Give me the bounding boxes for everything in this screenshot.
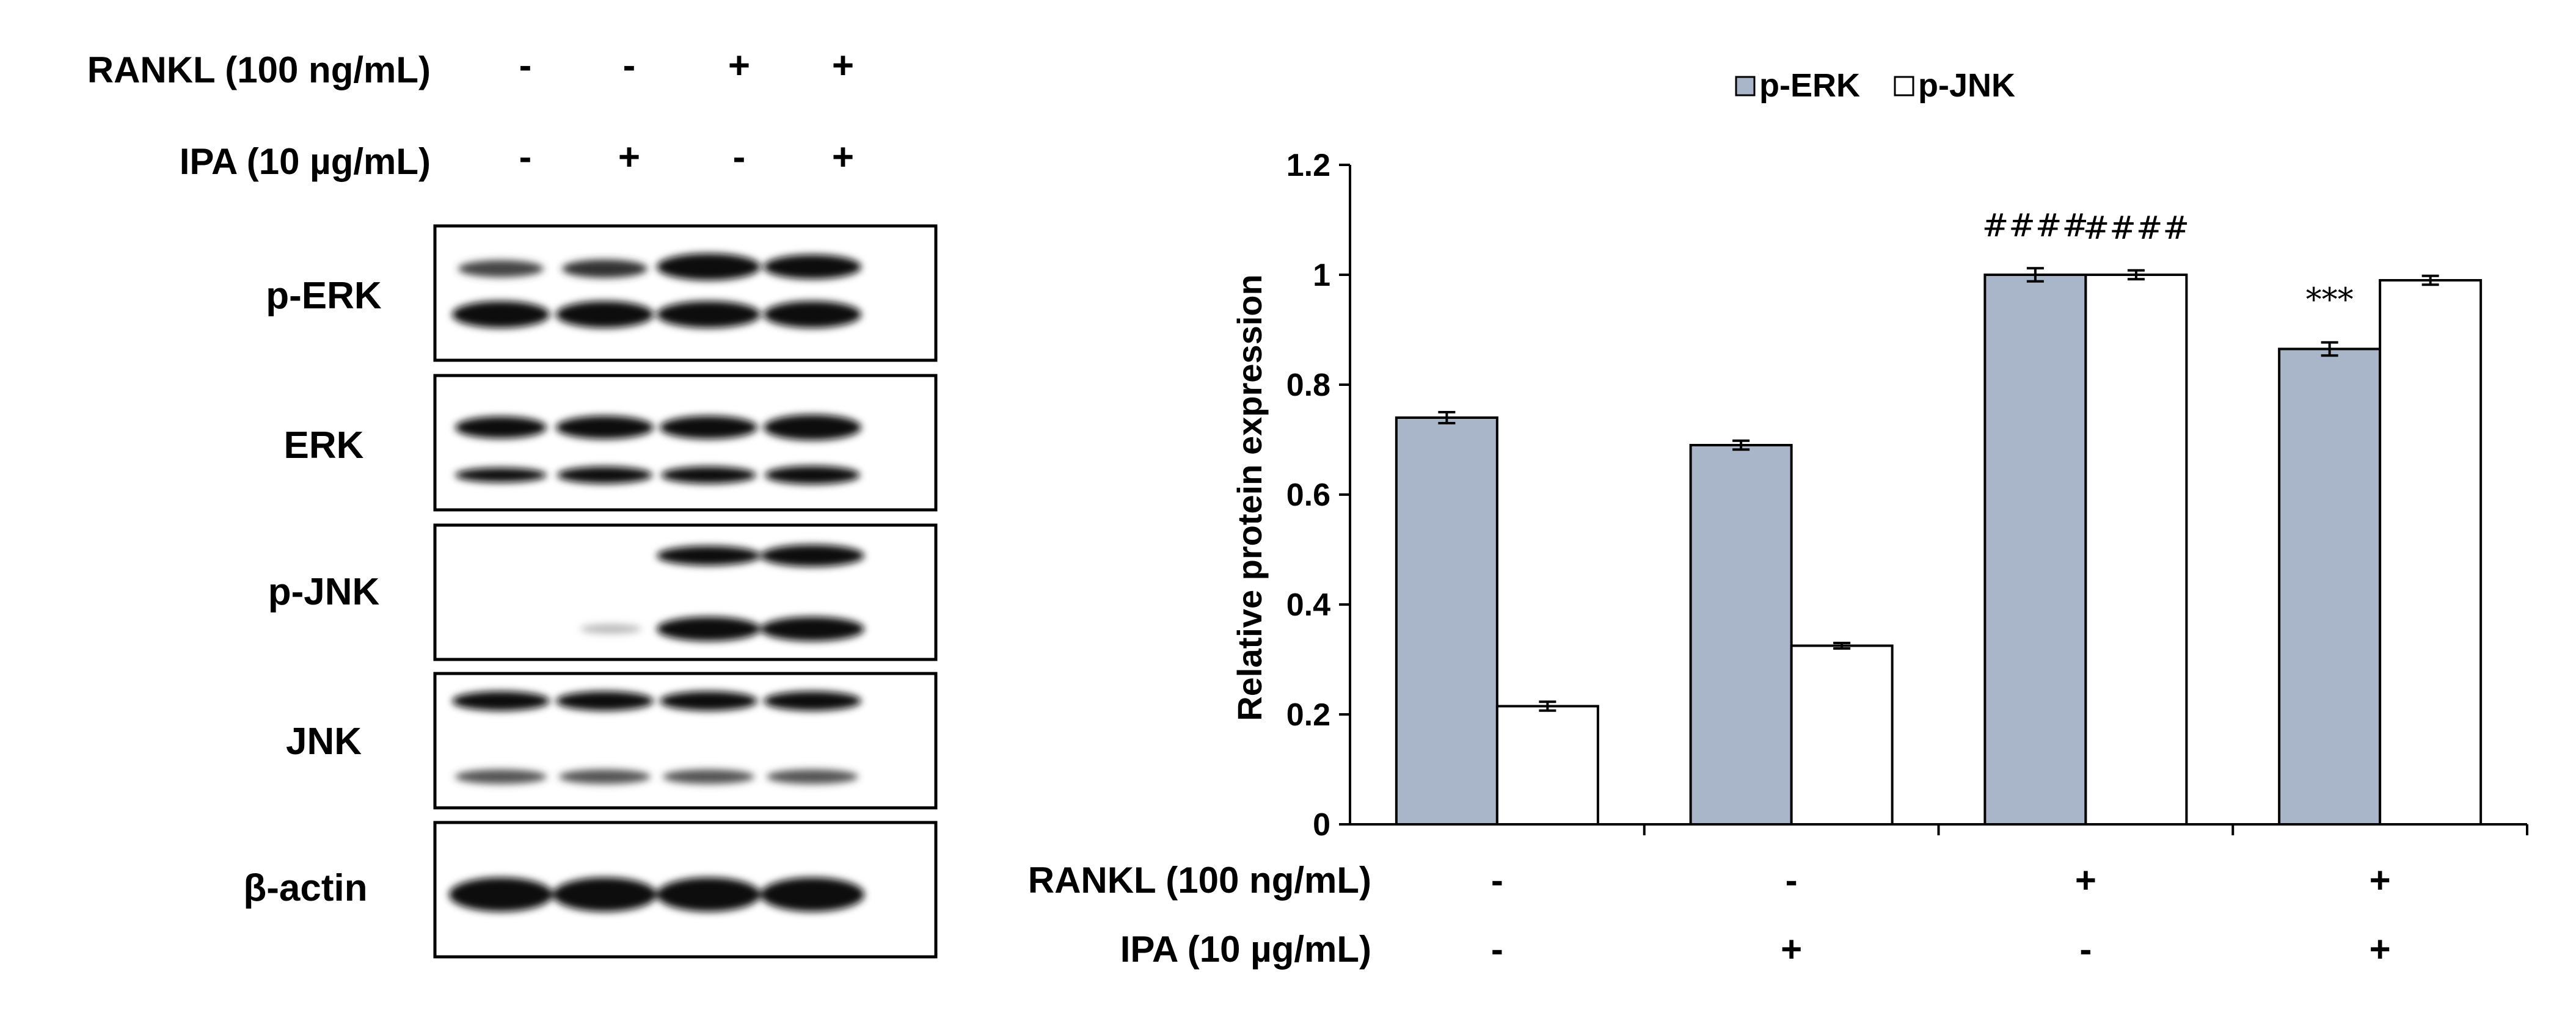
western-blot: RANKL (100 ng/mL) IPA (10 µg/mL) - - + +…	[87, 45, 938, 959]
legend-label-p-erk: p-ERK	[1759, 67, 1860, 104]
blot-image-jnk	[433, 672, 938, 810]
legend-swatch-p-erk	[1735, 76, 1756, 96]
bar-p-jnk	[2379, 279, 2483, 826]
bar-p-erk	[1395, 416, 1498, 826]
bar-p-erk	[1983, 274, 2087, 826]
chart-condition-sign: +	[2370, 929, 2391, 970]
blot-image-erk	[433, 374, 938, 512]
bar-p-erk	[2278, 347, 2382, 826]
significance-annotation: ####	[1982, 208, 2089, 244]
blot-panel-label-p-jnk: p-JNK	[268, 571, 380, 613]
error-bar	[2321, 341, 2338, 357]
blot-condition-sign: -	[519, 45, 532, 87]
blot-condition-label-ipa: IPA (10 µg/mL)	[180, 141, 431, 182]
error-bars	[1438, 267, 2439, 712]
blot-condition-sign: +	[618, 136, 640, 178]
significance-annotations: ######## ***	[1982, 208, 2354, 319]
chart-condition-sign: -	[1491, 860, 1503, 901]
legend: p-ERK p-JNK	[1735, 67, 2015, 104]
chart-condition-sign: +	[2370, 860, 2391, 901]
bar-p-jnk	[1790, 644, 1894, 826]
y-tick-label: 0.8	[1286, 368, 1330, 403]
chart-condition-sign: -	[1786, 860, 1798, 901]
y-tick-label: 0	[1313, 807, 1330, 843]
error-bar	[1539, 700, 1556, 712]
error-bar	[2026, 267, 2044, 283]
y-tick-label: 0.6	[1286, 477, 1330, 513]
blot-condition-sign: +	[728, 45, 750, 87]
blot-condition-label-rankl: RANKL (100 ng/mL)	[87, 49, 431, 90]
legend-label-p-jnk: p-JNK	[1918, 67, 2015, 104]
y-axis-label: Relative protein expression	[1230, 274, 1269, 721]
chart-condition-label-ipa: IPA (10 µg/mL)	[1120, 929, 1371, 970]
blot-condition-sign: -	[733, 136, 746, 178]
y-tick-label: 0.4	[1286, 587, 1330, 623]
blot-panel-label-beta-actin: β-actin	[243, 867, 367, 909]
blot-panel-label-p-erk: p-ERK	[266, 275, 382, 317]
error-bar	[2421, 274, 2439, 286]
chart-condition-label-rankl: RANKL (100 ng/mL)	[1028, 860, 1371, 901]
chart-condition-sign: +	[1781, 929, 1802, 970]
bar-chart: p-ERK p-JNK Relative protein expression …	[1028, 67, 2528, 970]
chart-condition-sign: -	[2079, 929, 2092, 970]
x-ticks	[1643, 824, 2528, 835]
blot-condition-sign: +	[832, 136, 854, 178]
error-bar	[1833, 642, 1851, 650]
error-bar	[1438, 411, 1456, 424]
y-ticks: 0 0.2 0.4 0.6 0.8 1 1.2	[1286, 148, 1350, 843]
blot-condition-sign: -	[623, 45, 636, 87]
significance-annotation: ####	[2083, 210, 2189, 247]
y-tick-label: 1	[1313, 258, 1330, 293]
bar-p-jnk	[2084, 274, 2188, 826]
blot-condition-sign: -	[519, 136, 532, 178]
blot-image-beta-actin	[433, 821, 938, 959]
error-bar	[1732, 439, 1750, 451]
legend-swatch-p-jnk	[1894, 76, 1914, 96]
blot-condition-sign: +	[832, 45, 854, 87]
y-tick-label: 1.2	[1286, 148, 1330, 183]
significance-annotation: ***	[2306, 282, 2354, 319]
error-bar	[2127, 269, 2145, 281]
blot-panel-label-jnk: JNK	[286, 721, 362, 763]
chart-condition-sign: +	[2075, 860, 2096, 901]
blot-panel-label-erk: ERK	[284, 424, 364, 467]
chart-condition-values: - - + + - + - +	[1491, 860, 2391, 970]
chart-condition-sign: -	[1491, 929, 1503, 970]
bar-p-jnk	[1495, 705, 1599, 826]
blot-image-p-jnk	[433, 523, 938, 661]
blot-image-p-erk	[433, 224, 938, 362]
y-tick-label: 0.2	[1286, 697, 1330, 733]
blot-condition-values-rankl: - - + +	[519, 45, 854, 87]
bars	[1395, 274, 2483, 826]
bar-p-erk	[1689, 444, 1793, 826]
blot-condition-values-ipa: - + - +	[519, 136, 854, 178]
